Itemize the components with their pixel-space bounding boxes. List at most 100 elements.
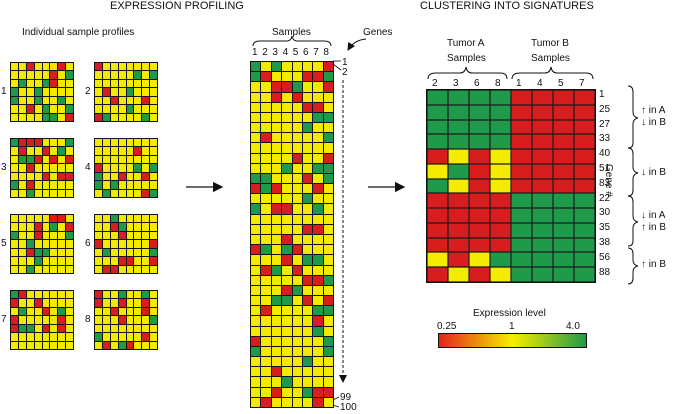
heatmap-cell — [469, 222, 490, 238]
grid-cell — [102, 307, 110, 316]
grid-cell — [110, 181, 118, 189]
grid-cell — [50, 147, 58, 155]
grid-cell — [18, 189, 26, 197]
gene-row-2-label: 2 — [342, 67, 348, 78]
matrix-cell — [323, 346, 333, 357]
matrix-cell — [292, 153, 302, 163]
grid-cell — [42, 341, 50, 349]
matrix-cell — [323, 235, 333, 245]
grid-cell — [95, 155, 102, 164]
grid-cell — [142, 105, 150, 113]
grid-cell — [110, 257, 118, 265]
genes-label: Genes — [363, 27, 393, 38]
grid-cell — [58, 215, 66, 223]
tumor-b-brace — [511, 66, 594, 80]
matrix-cell — [302, 133, 313, 143]
grid-cell — [110, 333, 118, 341]
sample-profile-grid — [10, 138, 74, 198]
matrix-cell — [282, 153, 292, 163]
grid-cell — [142, 248, 150, 257]
matrix-cell — [261, 184, 271, 194]
matrix-cell — [313, 143, 323, 153]
grid-cell — [142, 164, 150, 172]
matrix-cell — [313, 285, 323, 296]
heatmap-cell — [469, 208, 490, 223]
matrix-cell — [251, 133, 261, 143]
grid-cell — [11, 341, 18, 349]
heatmap-cell — [532, 104, 553, 120]
grid-cell — [118, 223, 126, 231]
heatmap-cell — [490, 104, 511, 120]
grid-cell — [42, 223, 50, 231]
matrix-cell — [302, 255, 313, 265]
matrix-cell — [271, 285, 282, 296]
matrix-cell — [282, 163, 292, 173]
grid-cell — [42, 71, 50, 79]
grid-cell — [50, 333, 58, 341]
grid-cell — [142, 333, 150, 341]
matrix-cell — [261, 102, 271, 112]
heatmap-cell — [469, 134, 490, 150]
matrix-cell — [271, 102, 282, 112]
signature-gene-label: 56 — [599, 251, 611, 263]
grid-cell — [126, 316, 134, 324]
grid-cell — [26, 96, 34, 105]
grid-cell — [66, 291, 73, 299]
grid-cell — [102, 341, 110, 349]
grid-cell — [42, 257, 50, 265]
heatmap-cell — [427, 178, 448, 194]
grid-cell — [150, 333, 157, 341]
heatmap-cell — [448, 104, 469, 120]
matrix-cell — [323, 296, 333, 306]
matrix-cell — [271, 123, 282, 133]
matrix-cell — [282, 214, 292, 224]
grid-cell — [66, 172, 73, 181]
matrix-cell — [271, 92, 282, 102]
matrix-cell — [302, 235, 313, 245]
matrix-cell — [323, 194, 333, 204]
heatmap-cell — [532, 119, 553, 135]
grid-cell — [95, 96, 102, 105]
matrix-cell — [251, 357, 261, 367]
heatmap-cell — [490, 252, 511, 268]
grid-cell — [118, 71, 126, 79]
matrix-cell — [313, 306, 323, 316]
grid-cell — [150, 79, 157, 88]
grid-cell — [58, 139, 66, 147]
signature-column-label: 7 — [579, 78, 585, 89]
matrix-cell — [323, 82, 333, 92]
regulation-annotation: ↑ in B — [641, 259, 667, 270]
grid-cell — [150, 105, 157, 113]
matrix-cell — [271, 387, 282, 397]
grid-cell — [126, 248, 134, 257]
signature-gene-label: 83 — [599, 177, 611, 189]
grid-cell — [150, 139, 157, 147]
matrix-cell — [251, 387, 261, 397]
matrix-cell — [271, 336, 282, 346]
bracket-down-b — [627, 147, 639, 197]
grid-cell — [50, 299, 58, 307]
heatmap-cell — [574, 178, 595, 194]
matrix-cell — [323, 112, 333, 123]
heatmap-cell — [574, 163, 595, 179]
grid-cell — [150, 71, 157, 79]
grid-cell — [18, 96, 26, 105]
heatmap-cell — [427, 134, 448, 150]
heatmap-cell — [469, 149, 490, 164]
heatmap-cell — [532, 90, 553, 105]
grid-cell — [126, 333, 134, 341]
grid-cell — [18, 155, 26, 164]
grid-cell — [134, 105, 142, 113]
tumor-b-label: Tumor B — [531, 38, 569, 49]
grid-cell — [50, 223, 58, 231]
grid-cell — [42, 155, 50, 164]
signature-column-label: 2 — [432, 78, 438, 89]
grid-cell — [11, 248, 18, 257]
grid-cell — [142, 257, 150, 265]
signature-gene-label: 40 — [599, 148, 611, 160]
matrix-cell — [282, 62, 292, 72]
grid-cell — [11, 139, 18, 147]
grid-cell — [18, 307, 26, 316]
grid-cell — [126, 139, 134, 147]
